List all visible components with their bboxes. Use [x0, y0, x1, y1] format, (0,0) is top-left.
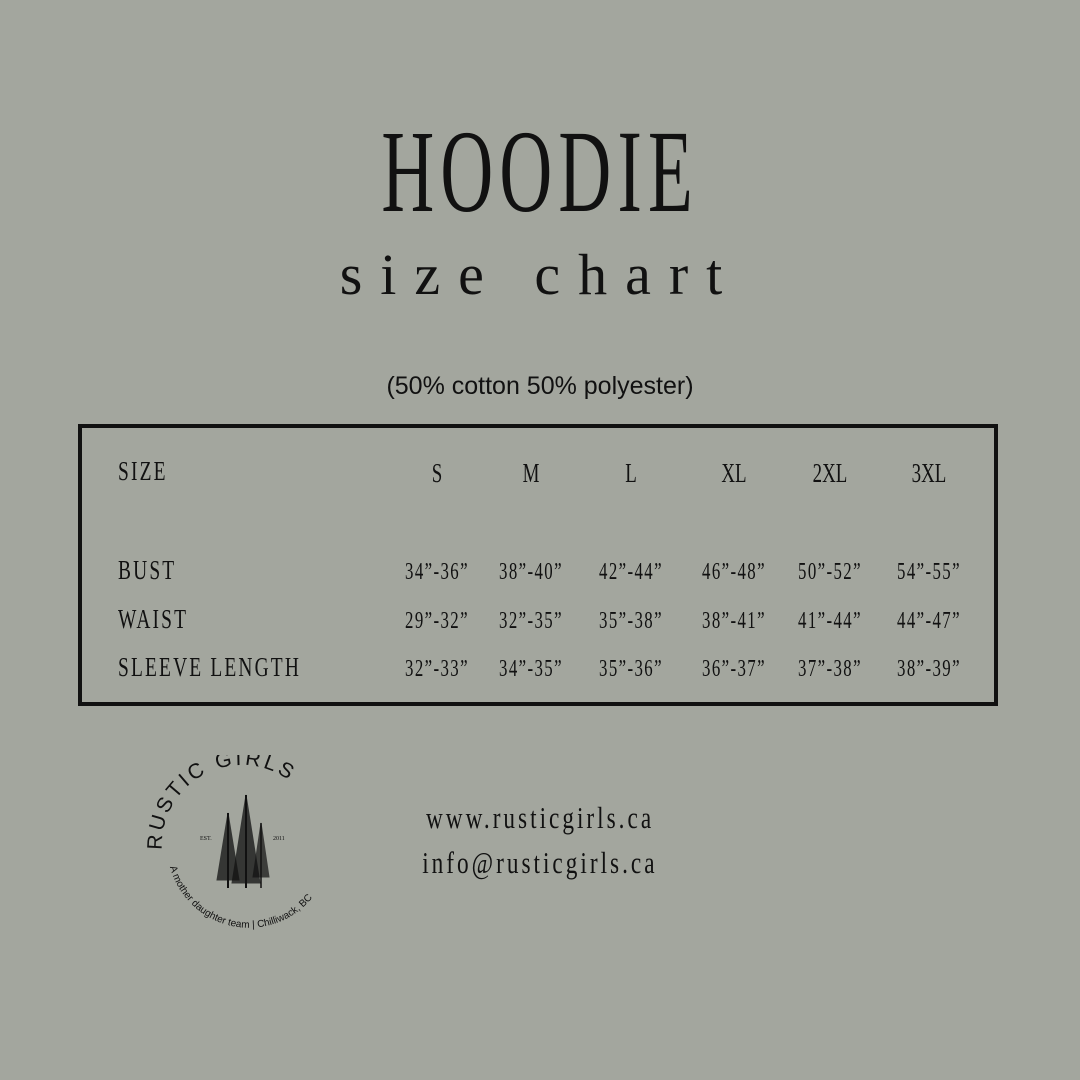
table-cell: 38”-39” [897, 656, 961, 682]
table-cell: 46”-48” [702, 559, 766, 585]
table-cell: 36”-37” [702, 656, 766, 682]
row-label: BUST [118, 555, 177, 585]
table-cell: 34”-35” [499, 656, 563, 682]
size-column-header: 2XL [812, 458, 848, 488]
table-cell: 38”-41” [702, 608, 766, 634]
material-note: (50% cotton 50% polyester) [386, 372, 694, 400]
logo-est: EST. [200, 836, 212, 842]
website-link[interactable]: www.rusticgirls.ca [425, 800, 655, 835]
size-header-label: SIZE [118, 456, 168, 486]
size-table: SIZE S M L XL 2XL 3XL BUST 34”-36” 38”-40” 42”-44”… [78, 424, 998, 706]
table-cell: 54”-55” [897, 559, 961, 585]
size-column-header: XL [721, 458, 747, 488]
table-cell: 38”-40” [499, 559, 563, 585]
table-cell: 35”-36” [599, 656, 663, 682]
row-label: WAIST [118, 604, 189, 634]
table-cell: 44”-47” [897, 608, 961, 634]
table-cell: 42”-44” [599, 559, 663, 585]
page-subtitle: size chart [339, 242, 741, 307]
rustic-girls-logo: RUSTIC GIRLS A mother daughter team | Ch… [144, 755, 315, 931]
size-column-header: M [522, 458, 540, 488]
size-column-header: L [625, 458, 637, 488]
pine-trees-icon [216, 794, 270, 888]
page-title: HOODIE [381, 106, 699, 237]
row-label: SLEEVE LENGTH [118, 652, 302, 682]
email-link[interactable]: info@rusticgirls.ca [422, 845, 658, 880]
table-cell: 34”-36” [405, 559, 469, 585]
size-column-header: 3XL [911, 458, 947, 488]
table-cell: 32”-33” [405, 656, 469, 682]
table-cell: 29”-32” [405, 608, 469, 634]
table-cell: 37”-38” [798, 656, 862, 682]
table-cell: 50”-52” [798, 559, 862, 585]
table-cell: 41”-44” [798, 608, 862, 634]
logo-year: 2011 [273, 836, 285, 842]
table-cell: 32”-35” [499, 608, 563, 634]
table-cell: 35”-38” [599, 608, 663, 634]
size-column-header: S [431, 458, 443, 488]
